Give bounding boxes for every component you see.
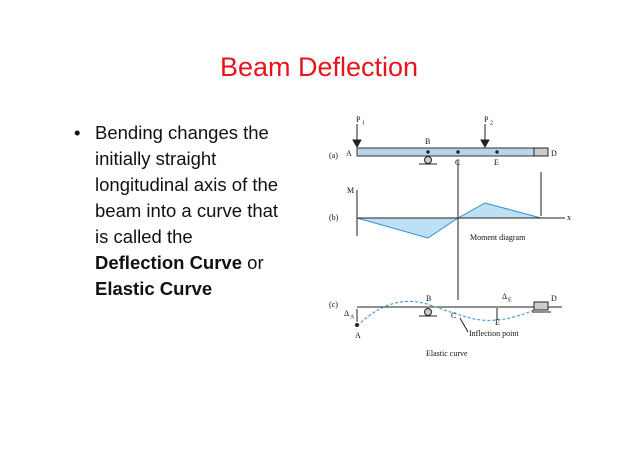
moment-positive (456, 202, 542, 219)
emphasis: Deflection Curve (95, 252, 243, 273)
part-label: (c) (329, 300, 338, 309)
bullet-line: Elastic Curve (95, 276, 278, 302)
slide-title: Beam Deflection (219, 52, 419, 82)
load-label: P (356, 115, 361, 124)
point-label: C (451, 311, 456, 320)
point-label: C (455, 158, 460, 167)
point-label: E (495, 318, 500, 327)
part-label: (b) (329, 213, 339, 222)
load-sub: 2 (490, 120, 493, 126)
emphasis: Elastic Curve (95, 278, 213, 299)
arrow-head (480, 139, 490, 149)
delta-sub: A (350, 314, 355, 320)
delta-label: Δ (344, 309, 349, 318)
elastic-curve (356, 300, 542, 327)
load-label: P (484, 115, 489, 124)
bullet: • Bending changes the initially straight… (74, 120, 278, 302)
pin-support (424, 156, 432, 164)
note: Inflection point (469, 329, 519, 338)
point-label: B (426, 294, 431, 303)
bullet-line: longitudinal axis of the (95, 174, 279, 195)
arrow-head (352, 139, 362, 149)
delta-sub: E (508, 297, 512, 303)
part-label: (a) (329, 151, 338, 160)
caption: Moment diagram (470, 233, 526, 242)
point-label: E (494, 158, 499, 167)
point-label: B (425, 137, 430, 146)
figure-lines (352, 124, 565, 333)
load-sub: 1 (362, 120, 365, 126)
bullet-dot: • (74, 122, 81, 143)
axis-label: x (567, 213, 571, 222)
connector: or (247, 252, 264, 273)
bullet-line: is called the (95, 226, 193, 247)
bullet-line: beam into a curve that (95, 200, 279, 221)
pointer (459, 317, 469, 333)
caption: Elastic curve (426, 349, 468, 358)
delta-label: Δ (502, 292, 507, 301)
point-label: D (551, 294, 557, 303)
pin-support (424, 308, 432, 316)
bullet-line: Deflection Curve or (95, 250, 278, 276)
roller-support (533, 301, 549, 311)
point-label: A (346, 149, 352, 158)
bullet-line: initially straight (95, 148, 217, 169)
axis-label: M (347, 186, 354, 195)
bullet-line: Bending changes the (95, 122, 269, 143)
beam (356, 147, 544, 157)
point-label: D (551, 149, 557, 158)
bullet-body: Bending changes the initially straight l… (95, 120, 278, 302)
point-label: A (355, 331, 361, 340)
roller-support (533, 147, 549, 157)
moment-negative (356, 217, 460, 239)
